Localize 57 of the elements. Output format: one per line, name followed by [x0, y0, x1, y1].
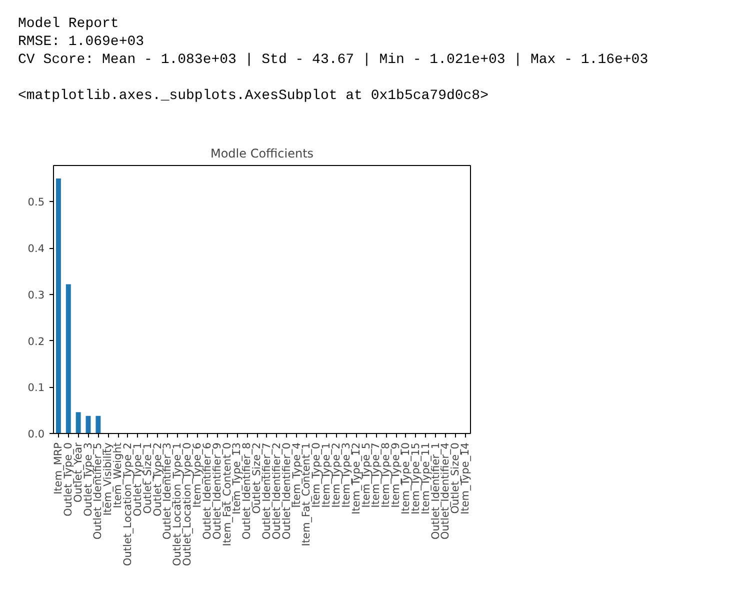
x-tick-label: Item_Visibility [102, 442, 114, 516]
x-tick-label: Item_Type_9 [390, 442, 402, 508]
y-tick-label: 0.1 [28, 382, 45, 394]
x-tick-label: Outlet_Location_Type_2 [122, 442, 134, 566]
x-tick-label: Item_Type_4 [290, 442, 303, 508]
text: Model Report [18, 16, 119, 32]
x-tick-label: Item_Type_15 [410, 442, 422, 514]
text: CV Score: Mean - 1.083e+03 | Std - 43.67 | Min - 1.021e+03 | Max - 1.16e+03 [18, 52, 648, 68]
bar [66, 284, 71, 434]
y-tick-label: 0.3 [28, 289, 45, 302]
bar [76, 412, 81, 434]
x-tick-label: Outlet_Identifier_4 [440, 442, 452, 540]
x-tick-label: Item_Type_5 [360, 442, 372, 508]
x-tick-label: Item_MRP [52, 442, 64, 494]
bar [96, 416, 101, 434]
x-tick-label: Outlet_Identifier_8 [241, 442, 254, 540]
x-tick-label: Item_Type_10 [400, 442, 412, 514]
x-tick-label: Outlet_Location_Type_1 [172, 442, 184, 566]
x-tick-label: Outlet_Location_Type_0 [182, 442, 194, 566]
x-tick-label: Outlet_Type_3 [82, 442, 94, 516]
x-tick-label: Outlet_Identifier_2 [270, 442, 283, 540]
y-tick-label: 0.0 [28, 428, 45, 440]
x-tick-label: Outlet_Identifier_0 [280, 442, 293, 540]
x-tick-label: Outlet_Identifier_6 [201, 442, 214, 540]
y-tick-label: 0.4 [28, 243, 45, 256]
x-tick-label: Outlet_Type_2 [152, 442, 164, 516]
x-tick-label: Item_Type_3 [340, 442, 352, 508]
bar [56, 178, 61, 434]
x-tick-label: Item_Type_7 [370, 442, 382, 508]
x-tick-label: Outlet_Year [72, 442, 84, 503]
x-tick-label: Item_Type_1 [320, 442, 333, 508]
x-tick-label: Outlet_Size_2 [251, 442, 264, 514]
x-tick-label: Item_Type_12 [350, 442, 362, 514]
x-tick-label: Outlet_Identifier_9 [211, 442, 224, 540]
x-tick-label: Outlet_Identifier_5 [92, 442, 104, 540]
text: RMSE: 1.069e+03 [18, 34, 144, 50]
x-tick-label: Item_Type_14 [460, 442, 472, 514]
x-tick-label: Outlet_Size_1 [142, 442, 154, 514]
x-tick-label: Item_Type_0 [310, 442, 323, 508]
x-tick-label: Item_Type_2 [330, 442, 342, 508]
x-tick-label: Item_Type_6 [191, 442, 204, 508]
x-tick-label: Outlet_Identifier_1 [430, 442, 442, 540]
x-tick-label: Outlet_Type_1 [132, 442, 144, 516]
x-tick-label: Item_Fat_Content_0 [221, 442, 234, 546]
x-tick-label: Outlet_Identifier_3 [162, 442, 174, 540]
x-tick-label: Outlet_Size_0 [450, 442, 462, 514]
y-tick-label: 0.5 [28, 196, 45, 209]
x-tick-label: Outlet_Identifier_7 [260, 442, 273, 540]
x-tick-label: Item_Weight [112, 442, 124, 508]
text: <matplotlib.axes._subplots.AxesSubplot at 0x1b5ca79d0c8> [18, 88, 488, 104]
chart-title: Modle Cofficients [210, 146, 314, 160]
x-tick-label: Item_Type_11 [420, 442, 432, 514]
x-tick-label: Outlet_Type_0 [62, 442, 74, 516]
x-tick-label: Item_Fat_Content_1 [300, 442, 313, 546]
y-tick-label: 0.2 [28, 336, 45, 348]
x-tick-label: Item_Type_8 [380, 442, 392, 508]
x-tick-label: Item_Type_13 [231, 442, 244, 514]
